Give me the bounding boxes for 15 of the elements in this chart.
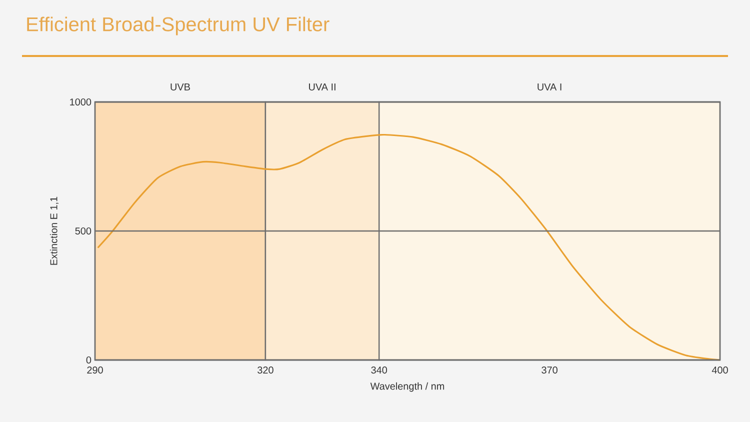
x-tick-label: 370 <box>542 366 558 374</box>
y-tick-label: 0 <box>86 356 92 364</box>
x-tick-label: 400 <box>712 366 728 374</box>
band-label: UVA II <box>309 84 336 90</box>
x-axis-title: Wavelength / nm <box>370 382 444 392</box>
y-tick-label: 1000 <box>70 98 92 106</box>
x-tick-label: 320 <box>258 366 274 374</box>
band-label: UVA I <box>538 84 562 90</box>
y-axis-title: Extinction E 1,1 <box>50 196 58 265</box>
y-tick-label: 500 <box>75 227 92 235</box>
band-label: UVB <box>170 84 190 90</box>
x-tick-label: 290 <box>87 366 103 374</box>
x-tick-label: 340 <box>371 366 388 374</box>
chart-title: Efficient Broad-Spectrum UV Filter <box>27 16 330 36</box>
line-series <box>97 134 721 361</box>
